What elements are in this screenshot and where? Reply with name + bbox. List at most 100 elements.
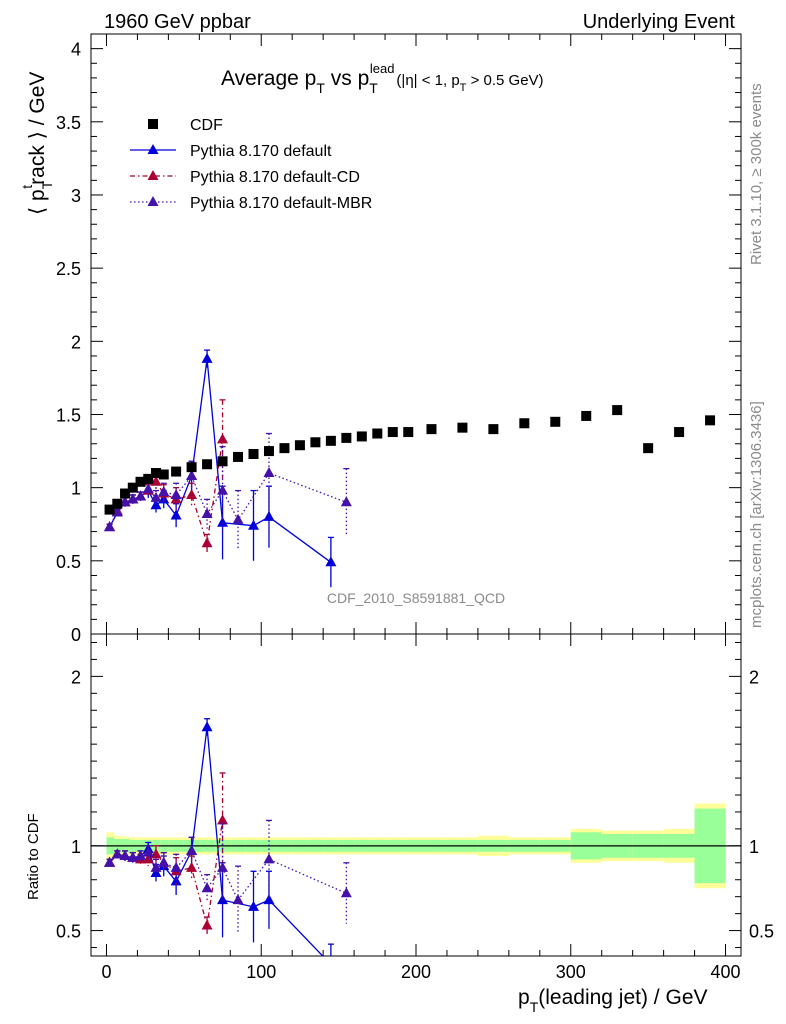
main-mbr-marker bbox=[340, 496, 352, 507]
cdf-data-point bbox=[186, 462, 197, 473]
main-default-series bbox=[104, 349, 337, 588]
cdf-data-point bbox=[104, 504, 115, 515]
cdf-data-point bbox=[310, 437, 321, 448]
cdf-data-point bbox=[457, 422, 468, 433]
x-tick-label: 400 bbox=[711, 962, 741, 982]
ratio-mbr-marker bbox=[217, 861, 229, 872]
ratio-y-tick-label-right: 2 bbox=[749, 667, 759, 687]
cdf-data-point bbox=[550, 416, 561, 427]
main-mbr-marker bbox=[158, 486, 170, 497]
main-y-tick-label: 4 bbox=[71, 40, 81, 60]
ratio-default-marker bbox=[217, 894, 229, 905]
ratio-default-marker bbox=[170, 875, 182, 886]
chart-title: Average pT vs pTlead(|η| < 1, pT > 0.5 G… bbox=[221, 61, 544, 96]
ratio-default-marker bbox=[263, 894, 275, 905]
main-default-marker bbox=[263, 510, 275, 521]
ratio-cd-line bbox=[109, 820, 224, 926]
legend-marker-cd bbox=[147, 170, 159, 180]
ratio-mbr-marker bbox=[119, 850, 131, 861]
ratio-mbr-marker bbox=[104, 856, 116, 867]
main-default-marker bbox=[325, 556, 337, 567]
ratio-mbr-series bbox=[104, 819, 352, 934]
legend-marker-mbr bbox=[147, 196, 159, 206]
ratio-mbr-marker bbox=[340, 887, 352, 898]
main-mbr-marker bbox=[104, 521, 116, 532]
mcplots-label: mcplots.cern.ch [arXiv:1306.3436] bbox=[748, 401, 765, 628]
ratio-mbr-marker bbox=[263, 853, 275, 864]
ratio-mbr-marker bbox=[201, 882, 213, 893]
analysis-watermark: CDF_2010_S8591881_QCD bbox=[327, 590, 505, 606]
main-y-tick-label: 3 bbox=[71, 186, 81, 206]
main-mbr-marker bbox=[170, 488, 182, 499]
ratio-y-axis-label: Ratio to CDF bbox=[25, 813, 42, 900]
cdf-data-point bbox=[263, 446, 274, 457]
ratio-y-tick-label-right: 0.5 bbox=[749, 922, 774, 942]
cdf-data-point bbox=[426, 424, 437, 435]
ratio-y-tick-label-right: 1 bbox=[749, 837, 759, 857]
main-default-marker bbox=[201, 352, 213, 363]
main-mbr-marker bbox=[186, 469, 198, 480]
main-mbr-marker bbox=[232, 513, 244, 524]
cdf-data-point bbox=[325, 435, 336, 446]
ratio-y-tick-label: 0.5 bbox=[56, 922, 81, 942]
cdf-data-point bbox=[120, 488, 131, 499]
header-left: 1960 GeV ppbar bbox=[104, 11, 251, 33]
ratio-mbr-marker bbox=[111, 848, 123, 859]
cdf-data-point bbox=[705, 415, 716, 426]
main-panel-frame bbox=[90, 33, 742, 635]
main-y-tick-label: 3.5 bbox=[56, 113, 81, 133]
cdf-data-point bbox=[519, 418, 530, 429]
main-cd-marker bbox=[217, 433, 229, 444]
rivet-label: Rivet 3.1.10, ≥ 300k events bbox=[748, 83, 765, 265]
main-default-marker bbox=[170, 509, 182, 520]
cdf-data-point bbox=[674, 427, 685, 438]
cdf-data-point bbox=[372, 428, 383, 439]
cdf-data-point bbox=[135, 476, 146, 487]
main-default-marker bbox=[248, 519, 259, 530]
main-cd-marker bbox=[201, 537, 213, 548]
cdf-data-point bbox=[356, 431, 367, 442]
series-layer bbox=[104, 349, 716, 968]
main-y-tick-label: 2 bbox=[71, 332, 81, 352]
axis-ticks: 0 0.5 1 1.5 2 2.5 3 3.5 4 0 100 200 300 400 0.5 0.5 1 1 2 2 bbox=[56, 34, 774, 982]
ratio-mbr-marker bbox=[232, 894, 244, 905]
main-mbr-marker bbox=[217, 484, 229, 495]
ratio-y-tick-label: 1 bbox=[71, 837, 81, 857]
cdf-data-point bbox=[488, 424, 499, 435]
cdf-data-point bbox=[112, 498, 123, 509]
header-right: Underlying Event bbox=[583, 11, 736, 33]
cdf-data-point bbox=[294, 440, 305, 451]
main-mbr-marker bbox=[150, 491, 162, 502]
x-tick-label: 100 bbox=[246, 962, 276, 982]
cdf-data-point bbox=[158, 469, 169, 480]
ratio-default-marker bbox=[325, 958, 336, 968]
ratio-y-tick-label: 2 bbox=[71, 667, 81, 687]
cdf-data-point bbox=[341, 432, 352, 443]
x-tick-label: 300 bbox=[556, 962, 586, 982]
ratio-mbr-marker bbox=[186, 844, 198, 855]
main-mbr-marker bbox=[142, 483, 154, 494]
cdf-data-point bbox=[143, 473, 154, 484]
cdf-data-point bbox=[127, 482, 138, 493]
cdf-data-point bbox=[643, 443, 654, 454]
cdf-data-point bbox=[581, 410, 592, 421]
ratio-mbr-marker bbox=[170, 861, 182, 872]
ratio-mbr-marker bbox=[150, 861, 162, 872]
cdf-data-point bbox=[279, 443, 290, 454]
cdf-data-point bbox=[612, 405, 623, 416]
ratio-cd-marker bbox=[186, 861, 198, 872]
main-cdf-series bbox=[104, 405, 716, 515]
main-y-tick-label: 0.5 bbox=[56, 552, 81, 572]
ratio-cd-marker bbox=[217, 814, 229, 825]
cdf-data-point bbox=[248, 449, 259, 459]
main-y-tick-label: 0 bbox=[71, 625, 81, 645]
main-default-marker bbox=[217, 516, 229, 527]
ratio-cd-marker bbox=[201, 919, 213, 930]
cdf-data-point bbox=[387, 427, 398, 438]
ratio-mbr-marker bbox=[158, 856, 170, 867]
cdf-data-point bbox=[171, 466, 182, 477]
cdf-data-point bbox=[403, 427, 414, 438]
main-y-tick-label: 2.5 bbox=[56, 259, 81, 279]
main-cd-marker bbox=[186, 488, 198, 499]
